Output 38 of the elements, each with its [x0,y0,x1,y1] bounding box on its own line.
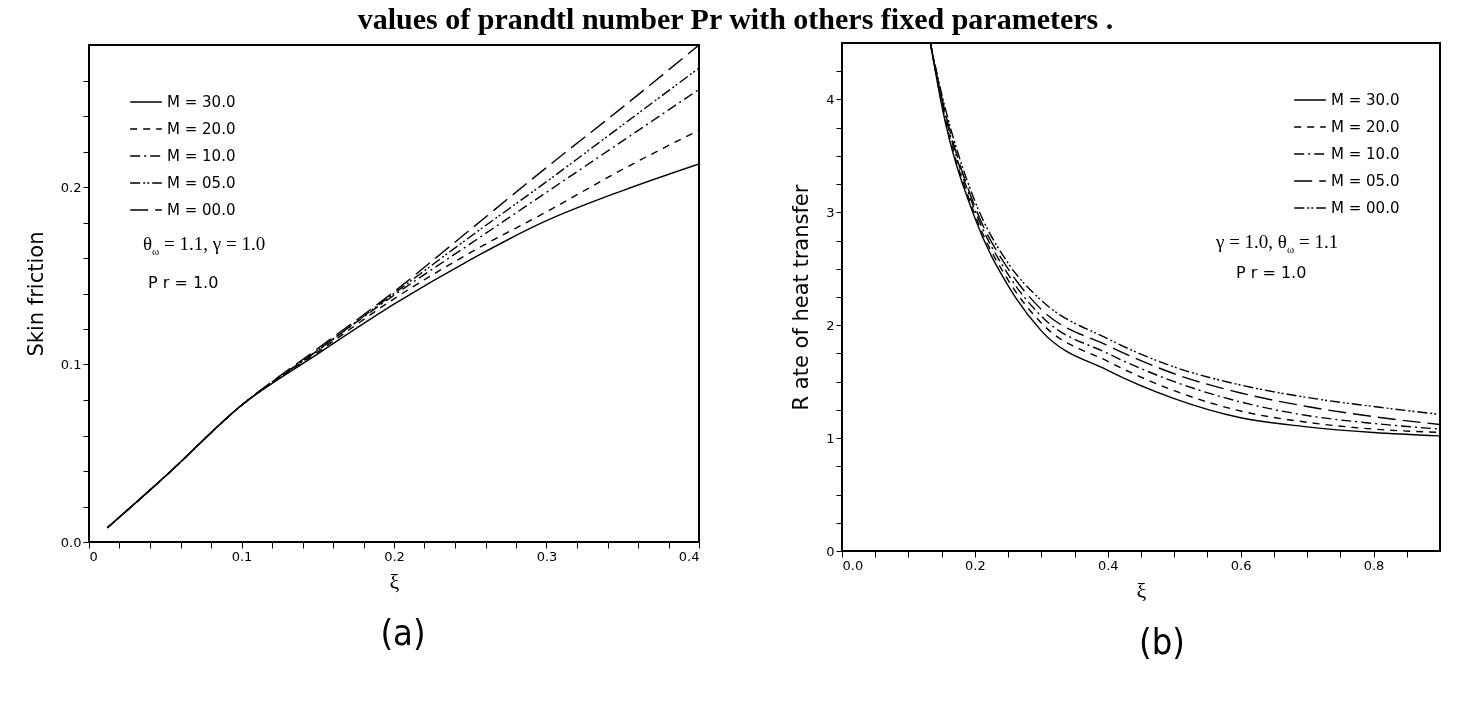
x-tick-label: 0.2 [384,548,405,564]
y-axis-title: R ate of heat transfer [789,184,814,411]
legend-label: M = 10.0 [167,147,236,165]
x-tick-label: 0.2 [965,557,986,573]
legend-label: M = 00.0 [167,201,236,219]
legend-label: M = 10.0 [1331,145,1400,163]
x-axis-title: ξ [1136,577,1147,603]
y-tick-label: 4 [826,91,835,107]
y-tick-label: 0.2 [60,179,82,195]
x-tick-label: 0.6 [1230,557,1252,573]
legend-label: M = 30.0 [1331,91,1400,109]
x-tick-label: 0.4 [678,548,700,564]
legend-label: M = 20.0 [1331,118,1400,136]
annotation: P r = 1.0 [148,273,219,292]
y-tick-label: 2 [826,317,835,333]
x-tick-label: 0.4 [1097,557,1119,573]
legend-label: M = 05.0 [1331,172,1400,190]
x-tick-label: 0.0 [842,557,864,573]
chart-title: values of prandtl number Pr with others fixed parameters . [356,2,1115,36]
x-tick-label: 0.1 [231,548,253,564]
annotation: P r = 1.0 [1236,263,1307,282]
text: (a) [380,612,426,653]
y-tick-label: 3 [826,204,835,220]
x-tick-label: 0 [89,548,98,564]
annotation: γ = 1.0, θ$_{ω}$ = 1.1 [1216,231,1339,255]
x-tick-label: 0.3 [536,548,558,564]
x-axis-title: ξ [389,568,400,594]
text: (b) [1139,621,1185,662]
legend-label: M = 30.0 [167,93,236,111]
legend-label: M = 20.0 [167,120,236,138]
legend-label: M = 00.0 [1331,199,1400,217]
y-tick-label: 0.0 [60,534,82,550]
legend-label: M = 05.0 [167,174,236,192]
x-tick-label: 0.8 [1363,557,1385,573]
y-tick-label: 0.1 [60,357,82,372]
annotation: θ$_{ω}$ = 1.1, γ = 1.0 [143,233,266,257]
y-axis-title: Skin friction [23,231,48,357]
y-tick-label: 1 [826,430,835,446]
